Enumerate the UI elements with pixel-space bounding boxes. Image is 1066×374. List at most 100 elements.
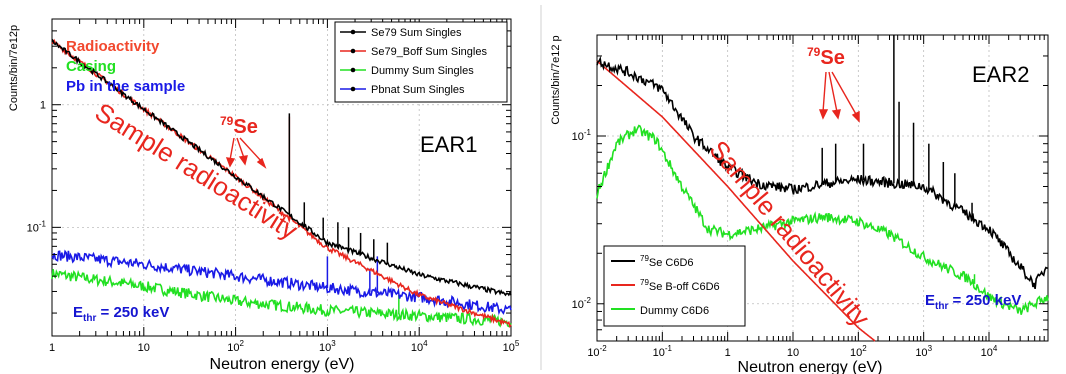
ear2-y-tick-label: 10-2	[572, 296, 592, 311]
ear1-y-tick-exp: -1	[39, 219, 47, 228]
ear2-threshold-sub: thr	[935, 301, 948, 312]
ear1-y-axis-label: Counts/bin/7e12p	[8, 25, 20, 111]
ear2-x-tick-label: 103	[915, 344, 932, 359]
ear1-threshold-value: = 250 keV	[96, 304, 169, 321]
ear2-x-tick-exp: -1	[665, 344, 673, 353]
ear2-isotope-name: Se	[820, 47, 844, 69]
ear2-x-ticks: 10-2 10-1 1 10 102 103 104	[587, 35, 1049, 359]
ear2-isotope-label: 79Se	[807, 45, 845, 69]
ear1-x-tick-exp: 3	[331, 339, 336, 348]
ear2-x-tick-exp: 3	[928, 344, 933, 353]
ear1-x-tick-base: 10	[227, 342, 239, 354]
ear1-x-tick-base: 10	[319, 342, 331, 354]
ear1-legend-label: Dummy Sum Singles	[371, 65, 474, 77]
ear1-x-tick-label: 102	[227, 339, 244, 354]
ear2-threshold-value: = 250 keV	[948, 292, 1021, 309]
ear2-x-tick-base: 1	[725, 347, 731, 359]
ear2-y-tick-base: 10	[572, 299, 584, 311]
ear2-y-tick-exp: -1	[584, 128, 592, 137]
ear1-x-tick-label: 104	[411, 339, 428, 354]
ear1-series-line	[51, 268, 512, 328]
ear2-legend-label: 79Se B-off C6D6	[640, 278, 720, 293]
ear1-legend-marker	[350, 48, 356, 54]
ear2-x-tick-base: 10	[653, 347, 665, 359]
ear1-x-tick-exp: 4	[423, 339, 428, 348]
ear1-x-tick-base: 10	[503, 342, 515, 354]
ear1-y-tick-label: 1	[40, 100, 46, 112]
ear1-x-tick-base: 1	[49, 342, 55, 354]
ear2-x-tick-label: 102	[850, 344, 867, 359]
ear1-legend-marker	[350, 67, 356, 73]
ear2-y-tick-label: 10-1	[572, 128, 592, 143]
ear2-threshold-label: Ethr = 250 keV	[925, 292, 1021, 312]
ear1-key-radioactivity: Radioactivity	[66, 38, 160, 55]
ear1-y-tick-base: 1	[40, 100, 46, 112]
ear1-panel: 1 10 102 103 104 105 110-1 Neutron energy (eV…	[8, 18, 520, 373]
ear1-legend-items: Se79 Sum Singles Se79_Boff Sum Singles Dum…	[340, 27, 487, 96]
ear1-legend-label: Pbnat Sum Singles	[371, 84, 465, 96]
ear2-x-tick-label: 1	[725, 347, 731, 359]
ear1-isotope-arrows	[225, 137, 267, 169]
ear2-legend-label: Dummy C6D6	[640, 305, 709, 317]
ear2-legend-name: Se C6D6	[649, 257, 694, 269]
ear1-series-group	[51, 38, 512, 328]
ear2-isotope-sup: 79	[807, 45, 821, 59]
ear1-threshold-e: E	[73, 304, 83, 321]
ear1-x-tick-exp: 2	[239, 339, 244, 348]
ear2-isotope-arrows	[818, 71, 860, 123]
ear1-isotope-name: Se	[233, 116, 257, 138]
ear1-x-tick-base: 10	[411, 342, 423, 354]
ear2-panel: 10-2 10-1 1 10 102 103 104 10-110-2 Neutron en…	[550, 34, 1049, 374]
ear1-legend: Se79 Sum Singles Se79_Boff Sum Singles Dum…	[334, 21, 508, 103]
ear2-x-tick-label: 104	[981, 344, 998, 359]
ear2-x-tick-exp: 4	[993, 344, 998, 353]
ear1-legend-label: Se79_Boff Sum Singles	[371, 46, 487, 58]
ear1-x-tick-label: 103	[319, 339, 336, 354]
ear2-y-ticks: 10-110-2	[572, 34, 1048, 342]
ear2-series-line	[596, 124, 1049, 315]
ear1-threshold-label: Ethr = 250 keV	[73, 304, 169, 324]
ear1-isotope-label: 79Se	[220, 114, 258, 138]
ear1-threshold-sub: thr	[83, 313, 96, 324]
ear2-series-group	[596, 35, 1049, 342]
ear1-y-tick-label: 10-1	[27, 219, 47, 234]
ear1-panel-label: EAR1	[420, 132, 477, 157]
ear1-x-tick-label: 1	[49, 342, 55, 354]
ear2-x-tick-label: 10-2	[587, 344, 607, 359]
ear2-series-line	[596, 60, 876, 342]
ear2-legend-sup: 79	[640, 278, 649, 287]
ear2-x-tick-base: 10	[850, 347, 862, 359]
ear2-y-tick-exp: -2	[584, 296, 592, 305]
ear1-series-line	[51, 249, 512, 316]
ear2-x-tick-base: 10	[915, 347, 927, 359]
ear2-x-tick-base: 10	[981, 347, 993, 359]
ear1-isotope-sup: 79	[220, 114, 234, 128]
ear1-plot-frame	[51, 18, 512, 337]
ear2-legend-name: Se B-off C6D6	[649, 281, 720, 293]
ear2-threshold-e: E	[925, 292, 935, 309]
ear2-x-tick-base: 10	[587, 347, 599, 359]
ear1-x-tick-label: 10	[138, 342, 150, 354]
ear1-x-tick-label: 105	[503, 339, 520, 354]
ear1-legend-label: Se79 Sum Singles	[371, 27, 462, 39]
ear1-legend-marker	[350, 86, 356, 92]
ear1-legend-marker	[350, 29, 356, 35]
ear1-x-tick-exp: 5	[515, 339, 520, 348]
ear1-y-tick-base: 10	[27, 222, 39, 234]
ear1-y-ticks: 1 10-1	[27, 18, 511, 314]
ear2-plot-frame	[596, 34, 1049, 342]
ear2-y-tick-base: 10	[572, 131, 584, 143]
ear2-legend-sup: 79	[640, 254, 649, 263]
ear1-diagonal-annotation: Sample radioactivity	[90, 97, 303, 246]
ear1-x-tick-base: 10	[138, 342, 150, 354]
ear2-x-tick-base: 10	[787, 347, 799, 359]
ear2-y-axis-label: Counts/bin/7e12 p	[550, 35, 562, 124]
ear2-legend-name: Dummy C6D6	[640, 305, 709, 317]
ear2-x-tick-label: 10-1	[653, 344, 673, 359]
ear2-x-axis-label: Neutron energy (eV)	[738, 359, 883, 374]
ear1-x-axis-label: Neutron energy (eV)	[210, 356, 355, 373]
ear2-x-tick-label: 10	[787, 347, 799, 359]
